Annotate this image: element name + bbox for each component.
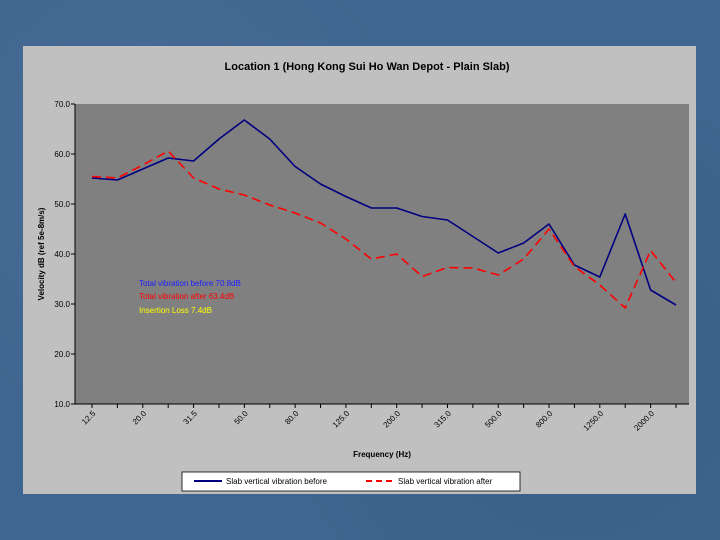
- annotation-block: Total vibration before 70.8dB Total vibr…: [139, 279, 241, 315]
- series-line-before: [91, 119, 677, 306]
- x-tick-label: 800.0: [534, 409, 555, 430]
- x-ticks: 12.5 20.0 31.5 50.0 80.0 125.0 200.0 315.0 500.0…: [80, 404, 677, 433]
- legend-label-before: Slab vertical vibration before: [226, 477, 327, 486]
- x-tick-label: 50.0: [232, 409, 250, 427]
- chart-title: Location 1 (Hong Kong Sui Ho Wan Depot -…: [225, 61, 510, 73]
- x-axis-label: Frequency (Hz): [353, 450, 411, 459]
- y-tick-label: 30.0: [54, 300, 70, 309]
- x-tick-label: 80.0: [283, 409, 301, 427]
- y-tick-label: 20.0: [54, 350, 70, 359]
- annotation-insertion-loss: Insertion Loss 7.4dB: [139, 306, 212, 315]
- legend-label-after: Slab vertical vibration after: [398, 477, 493, 486]
- x-tick-label: 31.5: [182, 409, 200, 427]
- y-tick-label: 10.0: [54, 400, 70, 409]
- plot-area: [75, 104, 689, 404]
- y-tick-label: 40.0: [54, 250, 70, 259]
- y-tick-label: 50.0: [54, 200, 70, 209]
- x-tick-label: 125.0: [331, 409, 352, 430]
- annotation-total-after: Total vibration after 63.4dB: [139, 292, 234, 301]
- legend: Slab vertical vibration before Slab vert…: [181, 471, 521, 492]
- y-ticks: 10.0 20.0 30.0 40.0 50.0 60.0 70.0: [54, 100, 75, 409]
- x-tick-label: 500.0: [483, 409, 504, 430]
- x-tick-label: 315.0: [432, 409, 453, 430]
- series-line-after: [91, 150, 677, 309]
- legend-box: [181, 471, 521, 492]
- x-tick-label: 12.5: [80, 409, 98, 427]
- y-tick-label: 70.0: [54, 100, 70, 109]
- y-tick-label: 60.0: [54, 150, 70, 159]
- y-axis-label: Velocity dB (ref 5e-8m/s): [37, 207, 46, 300]
- x-tick-label: 1250.0: [582, 409, 606, 433]
- series-lines: [91, 119, 677, 309]
- x-tick-label: 2000.0: [632, 409, 656, 433]
- annotation-total-before: Total vibration before 70.8dB: [139, 279, 241, 288]
- x-tick-label: 20.0: [131, 409, 149, 427]
- x-tick-label: 200.0: [382, 409, 403, 430]
